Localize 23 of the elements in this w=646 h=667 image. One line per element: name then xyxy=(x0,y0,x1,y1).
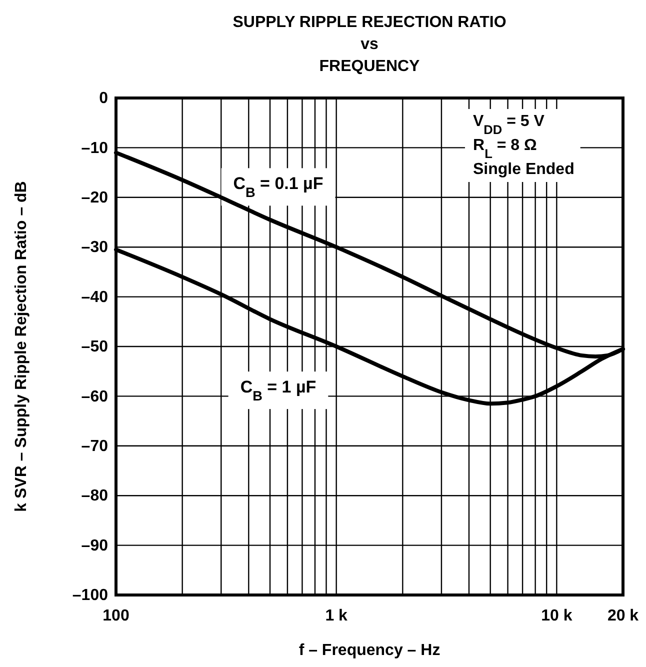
x-tick-label: 10 k xyxy=(541,607,572,624)
y-tick-label: –100 xyxy=(72,587,108,604)
y-axis-title: k SVR – Supply Ripple Rejection Ratio – dB xyxy=(13,181,30,512)
y-tick-label: –30 xyxy=(81,239,108,256)
annotation: V$_{DD}$ = 5 V xyxy=(473,113,545,136)
y-tick-label: –10 xyxy=(81,140,108,157)
chart-title: SUPPLY RIPPLE REJECTION RATIO vs FREQUENCY xyxy=(232,14,506,75)
x-tick-label: 100 xyxy=(102,607,130,624)
y-tick-label: 0 xyxy=(99,90,108,108)
x-axis-title: f – Frequency – Hz xyxy=(298,642,440,659)
y-tick-label: –40 xyxy=(81,288,108,306)
series-label: C$_{B}$ = 0.1 µF xyxy=(233,174,324,200)
y-tick-label: –80 xyxy=(81,488,108,505)
y-tick-label: –60 xyxy=(81,388,108,406)
y-tick-label: –20 xyxy=(81,190,108,207)
y-tick-label: –50 xyxy=(81,338,108,356)
y-tick-label: –70 xyxy=(81,438,108,456)
y-tick-label: –90 xyxy=(81,537,108,554)
text: C$_{B}$ = 1 µF xyxy=(240,378,316,404)
x-tick-label: 1 k xyxy=(325,607,348,624)
annotation: R$_{L}$ = 8 Ω xyxy=(473,137,537,160)
annotation: Single Ended xyxy=(473,161,574,178)
x-tick-label: 20 k xyxy=(607,607,639,624)
